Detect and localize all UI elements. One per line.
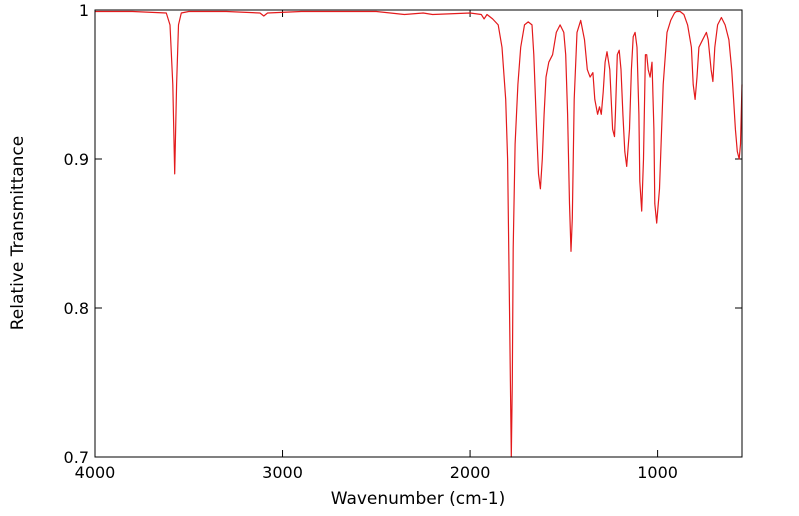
y-tick-label: 1 (79, 1, 89, 20)
x-tick-label: 1000 (637, 463, 678, 482)
plot-frame (94, 9, 743, 458)
x-tick-label: 4000 (75, 463, 116, 482)
y-tick-label: 0.8 (64, 299, 89, 318)
y-tick-label: 0.9 (64, 150, 89, 169)
x-tick-label: 3000 (262, 463, 303, 482)
series-layer (95, 10, 743, 458)
y-tick-label: 0.7 (64, 448, 89, 467)
spectrum-line (95, 10, 743, 458)
axis-ticks: 4000 3000 2000 1000 0.7 0.8 0.9 1 (64, 1, 742, 482)
x-axis-title: Wavenumber (cm-1) (331, 489, 506, 509)
y-axis-title: Relative Transmittance (8, 136, 28, 331)
x-tick-label: 2000 (450, 463, 491, 482)
